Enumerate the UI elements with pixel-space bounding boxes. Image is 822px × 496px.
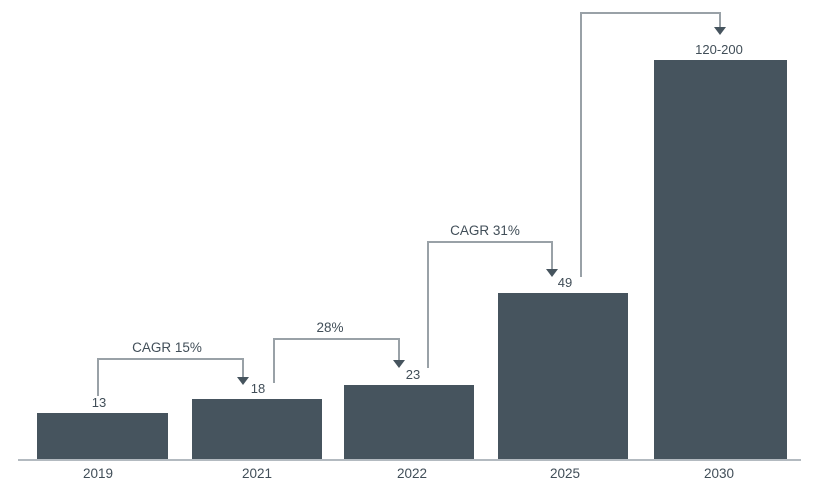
x-axis-label-2019: 2019 [82,466,114,481]
value-label-2030: 120-200 [695,42,743,57]
cagr-connector-2021-2022-right-leg [398,338,400,361]
cagr-label-2022-2025: CAGR 31% [450,223,520,238]
x-axis-label-2030: 2030 [703,466,735,481]
cagr-label-2019-2021: CAGR 15% [132,340,202,355]
cagr-connector-2025-2030-right-leg [719,12,721,28]
bar-2025 [498,293,628,459]
cagr-connector-2019-2021-top-line [97,358,244,360]
cagr-connector-2022-2025-top-line [427,241,553,243]
down-arrowhead-icon [545,269,558,277]
cagr-connector-2022-2025-right-leg [551,241,553,270]
x-axis-line [18,459,801,461]
down-arrowhead-icon [392,360,405,368]
cagr-connector-2025-2030-top-line [580,12,721,14]
cagr-connector-2019-2021-right-leg [242,358,244,378]
cagr-connector-2022-2025-left-leg [427,241,429,368]
bar-2030 [654,60,787,459]
value-label-2021: 18 [250,381,266,396]
x-axis-label-2021: 2021 [241,466,273,481]
cagr-connector-2019-2021-left-leg [97,358,99,396]
value-label-2019: 13 [91,395,107,410]
cagr-label-2021-2022: 28% [316,320,344,335]
x-axis-label-2025: 2025 [549,466,581,481]
down-arrowhead-icon [713,27,726,35]
value-label-2022: 23 [405,367,421,382]
cagr-connector-2025-2030-left-leg [580,12,582,277]
bar-2021 [192,399,322,459]
bar-2019 [37,413,168,459]
cagr-connector-2021-2022-top-line [273,338,400,340]
value-label-2025: 49 [557,275,573,290]
down-arrowhead-icon [236,377,249,385]
cagr-connector-2021-2022-left-leg [273,338,275,383]
x-axis-label-2022: 2022 [396,466,428,481]
bar-2022 [344,385,474,459]
